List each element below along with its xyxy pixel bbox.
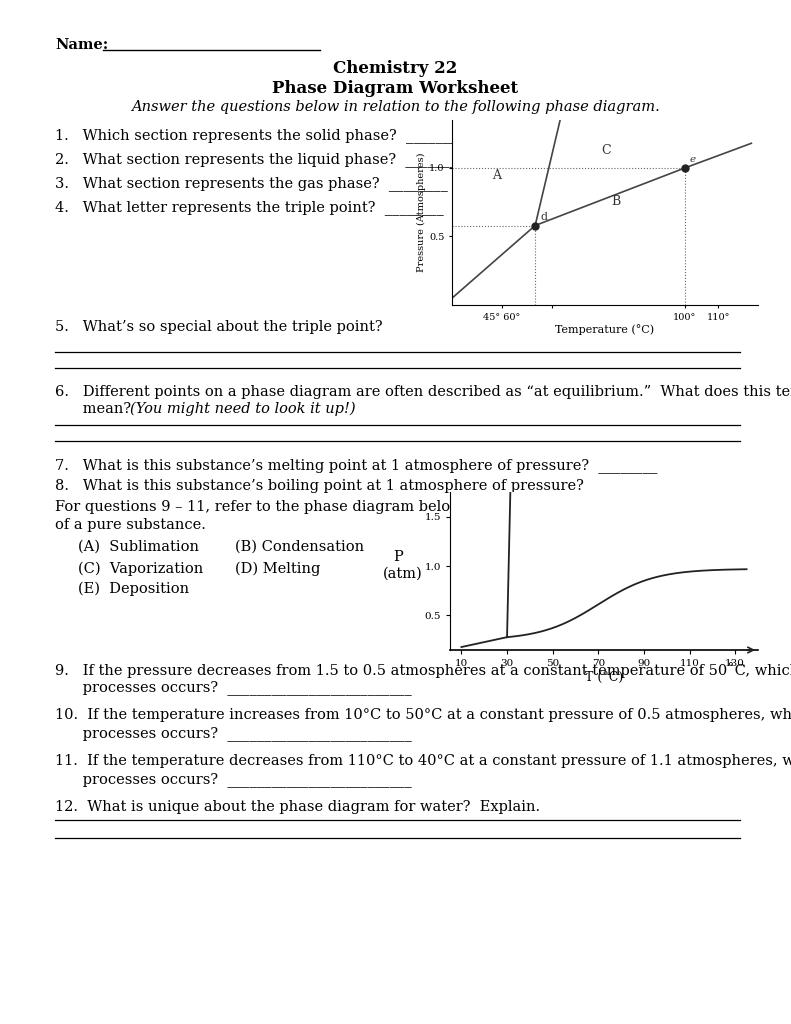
Text: P: P (393, 550, 403, 564)
Text: 9.   If the pressure decreases from 1.5 to 0.5 atmospheres at a constant tempera: 9. If the pressure decreases from 1.5 to… (55, 662, 791, 678)
Text: 5.   What’s so special about the triple point?: 5. What’s so special about the triple po… (55, 319, 383, 334)
X-axis label: T (°C): T (°C) (585, 671, 623, 684)
Text: d: d (540, 212, 547, 222)
Text: 2.   What section represents the liquid phase?  _______: 2. What section represents the liquid ph… (55, 152, 457, 167)
Text: B: B (611, 195, 621, 208)
X-axis label: Temperature (°C): Temperature (°C) (555, 325, 655, 335)
Text: 3.   What section represents the gas phase?  ________: 3. What section represents the gas phase… (55, 176, 448, 190)
Text: mean?: mean? (55, 402, 140, 416)
Text: 1.   Which section represents the solid phase?  _______: 1. Which section represents the solid ph… (55, 128, 458, 143)
Text: C: C (602, 144, 611, 158)
Text: 11.  If the temperature decreases from 110°C to 40°C at a constant pressure of 1: 11. If the temperature decreases from 11… (55, 754, 791, 768)
Text: (E)  Deposition: (E) Deposition (78, 582, 189, 596)
Text: (C)  Vaporization: (C) Vaporization (78, 562, 203, 577)
Y-axis label: Pressure (Atmospheres): Pressure (Atmospheres) (417, 153, 426, 272)
Text: For questions 9 – 11, refer to the phase diagram below: For questions 9 – 11, refer to the phase… (55, 500, 463, 514)
Text: (D) Melting: (D) Melting (235, 562, 320, 577)
Text: 4.   What letter represents the triple point?  ________: 4. What letter represents the triple poi… (55, 200, 444, 215)
Text: 10.  If the temperature increases from 10°C to 50°C at a constant pressure of 0.: 10. If the temperature increases from 10… (55, 708, 791, 722)
Text: processes occurs?  _________________________: processes occurs? ______________________… (55, 772, 412, 786)
Text: 8.   What is this substance’s boiling point at 1 atmosphere of pressure?  ______: 8. What is this substance’s boiling poin… (55, 478, 652, 493)
Text: 6.   Different points on a phase diagram are often described as “at equilibrium.: 6. Different points on a phase diagram a… (55, 385, 791, 399)
Text: (B) Condensation: (B) Condensation (235, 540, 364, 554)
Text: (atm): (atm) (383, 567, 422, 581)
Text: A: A (492, 169, 501, 182)
Text: Name:: Name: (55, 38, 108, 52)
Text: Answer the questions below in relation to the following phase diagram.: Answer the questions below in relation t… (131, 100, 660, 114)
Text: Phase Diagram Worksheet: Phase Diagram Worksheet (272, 80, 518, 97)
Text: (You might need to look it up!): (You might need to look it up!) (130, 402, 356, 417)
Text: processes occurs?  _________________________: processes occurs? ______________________… (55, 680, 412, 695)
Text: (A)  Sublimation: (A) Sublimation (78, 540, 199, 554)
Text: processes occurs?  _________________________: processes occurs? ______________________… (55, 726, 412, 741)
Text: 12.  What is unique about the phase diagram for water?  Explain.: 12. What is unique about the phase diagr… (55, 800, 540, 814)
Text: Chemistry 22: Chemistry 22 (333, 60, 457, 77)
Text: e: e (690, 156, 696, 165)
Text: 7.   What is this substance’s melting point at 1 atmosphere of pressure?  ______: 7. What is this substance’s melting poin… (55, 458, 657, 473)
Text: of a pure substance.: of a pure substance. (55, 518, 206, 532)
